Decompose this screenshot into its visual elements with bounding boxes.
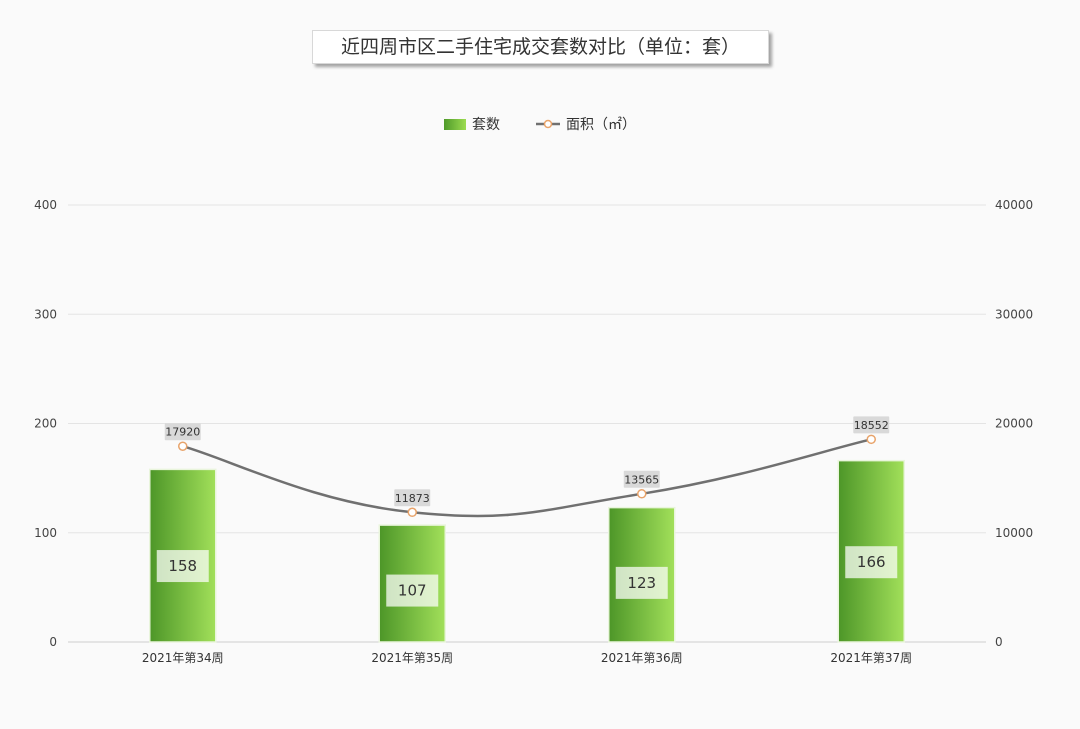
y-right-tick-label: 30000 (995, 307, 1033, 321)
line-point (178, 441, 188, 451)
bar-value-label: 107 (398, 582, 427, 600)
legend-item-line[interactable]: 面积（㎡） (536, 114, 636, 134)
legend: 套数 面积（㎡） (0, 114, 1080, 134)
line-value-box (394, 489, 431, 507)
bar-value-box (386, 574, 439, 607)
y-left-tick-label: 0 (49, 635, 57, 649)
legend-line-label: 面积（㎡） (566, 117, 636, 133)
y-right-tick-label: 40000 (995, 198, 1033, 212)
y-left-tick-label: 400 (34, 198, 57, 212)
y-right-tick-label: 20000 (995, 417, 1033, 431)
x-tick-label: 2021年第37周 (830, 651, 912, 665)
y-left-tick-label: 200 (34, 417, 57, 431)
x-tick-label: 2021年第36周 (601, 651, 683, 665)
legend-bar-swatch (444, 118, 466, 130)
line-value-box (853, 416, 890, 434)
line-value-label: 17920 (165, 426, 200, 439)
line-value-label: 13565 (624, 473, 659, 486)
legend-item-bars[interactable]: 套数 (444, 114, 500, 134)
line-point (407, 507, 417, 518)
line-point (866, 434, 876, 445)
y-left-tick-label: 100 (34, 526, 57, 540)
line-value-box (164, 423, 201, 441)
y-right-tick-label: 10000 (995, 526, 1033, 540)
legend-bar-label: 套数 (472, 117, 500, 133)
y-right-tick-label: 0 (995, 635, 1003, 649)
bar-value-box (156, 550, 209, 583)
line-point (637, 489, 647, 499)
bar-value-label: 123 (627, 574, 656, 592)
bar-value-label: 166 (857, 553, 886, 571)
legend-line-swatch (536, 119, 560, 129)
bar-value-label: 158 (168, 557, 197, 575)
line-value-label: 11873 (395, 492, 430, 505)
chart-title: 近四周市区二手住宅成交套数对比（单位：套） (312, 30, 769, 64)
x-tick-label: 2021年第35周 (371, 651, 453, 665)
area-series-line (182, 438, 872, 518)
y-left-tick-label: 300 (34, 307, 57, 321)
bar-value-box (615, 566, 668, 599)
line-value-label: 18552 (854, 419, 889, 432)
line-value-box (623, 470, 660, 488)
x-tick-label: 2021年第34周 (142, 651, 224, 665)
bar-value-box (845, 546, 898, 579)
